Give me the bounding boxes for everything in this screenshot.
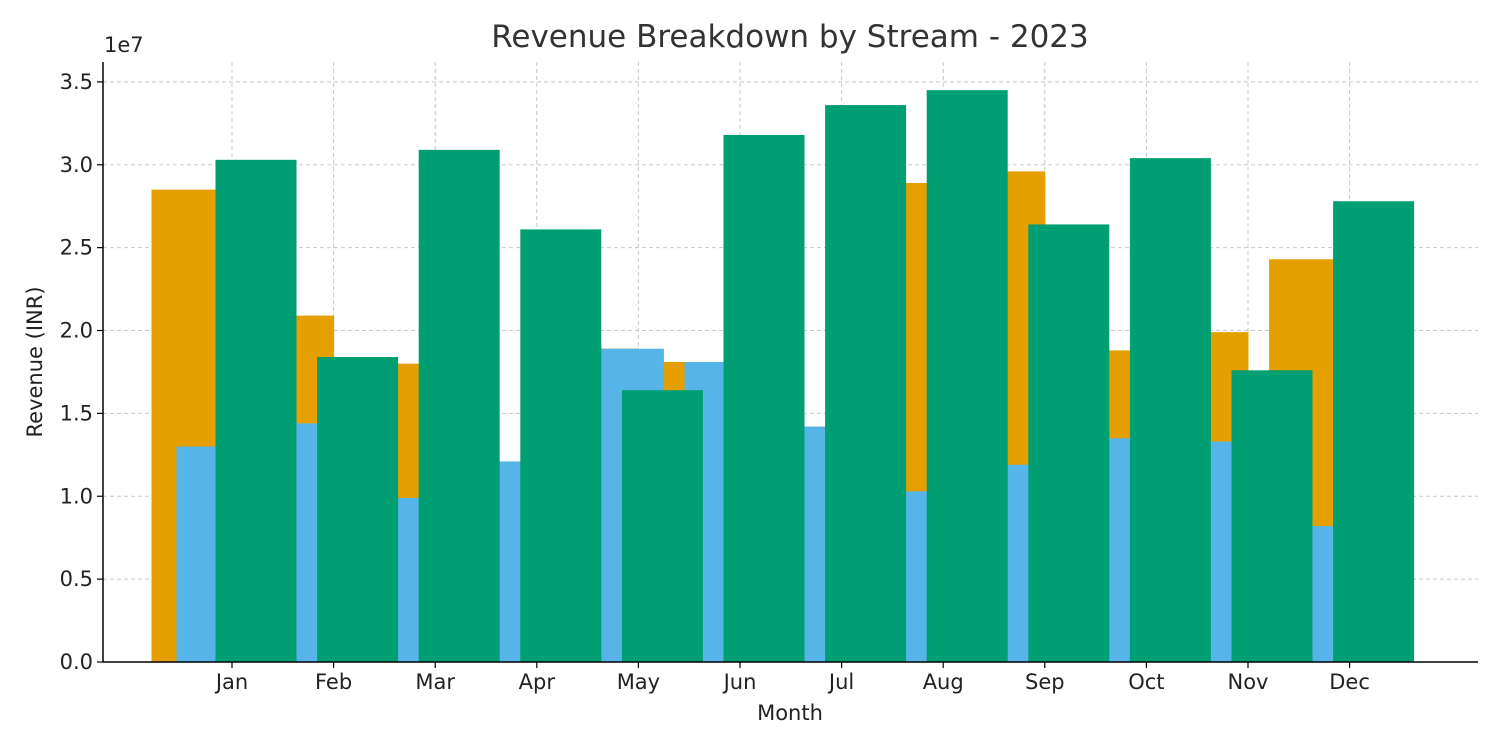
bar-series-3	[825, 105, 907, 662]
y-scale-label: 1e7	[104, 33, 144, 57]
y-tick-label: 2.0	[60, 319, 93, 343]
x-tick-label: Aug	[923, 670, 964, 694]
x-tick-label: Apr	[519, 670, 556, 694]
bar-series-3	[418, 149, 500, 662]
y-tick-label: 0.0	[60, 650, 93, 674]
bar-series-3	[621, 390, 703, 662]
chart-title: Revenue Breakdown by Stream - 2023	[491, 19, 1089, 55]
x-tick-label: Nov	[1228, 670, 1269, 694]
x-tick-label: Dec	[1329, 670, 1370, 694]
y-tick-label: 3.0	[60, 153, 93, 177]
bar-series-3	[723, 134, 805, 663]
y-ticks: 0.0 0.5 1.0 1.5 2.0 2.5 3.0 3.5	[60, 70, 103, 674]
x-axis-label: Month	[757, 701, 823, 725]
bar-series-3	[1333, 201, 1415, 663]
x-tick-label: Jan	[214, 670, 248, 694]
bar-series-3	[1231, 370, 1313, 662]
x-tick-label: Feb	[315, 670, 352, 694]
bar-series-3	[1129, 158, 1211, 662]
bar-series-3	[926, 90, 1008, 662]
x-tick-label: Jun	[722, 670, 757, 694]
y-tick-label: 1.0	[60, 484, 93, 508]
y-tick-label: 3.5	[60, 70, 93, 94]
bar-series-3	[1028, 224, 1110, 662]
bar-series-3	[520, 229, 602, 662]
bar-series-3	[317, 357, 399, 662]
x-tick-label: Jul	[827, 670, 854, 694]
x-tick-label: Oct	[1128, 670, 1164, 694]
x-tick-label: May	[617, 670, 660, 694]
y-tick-label: 1.5	[60, 401, 93, 425]
x-tick-label: Sep	[1025, 670, 1065, 694]
x-tick-label: Mar	[415, 670, 455, 694]
y-tick-label: 2.5	[60, 236, 93, 260]
y-tick-label: 0.5	[60, 567, 93, 591]
y-axis-label: Revenue (INR)	[23, 286, 47, 437]
bar-series-3	[215, 159, 297, 663]
x-ticks: Jan Feb Mar Apr May Jun Jul Aug Sep Oct Nov Dec	[214, 662, 1370, 694]
bars	[151, 90, 1415, 663]
